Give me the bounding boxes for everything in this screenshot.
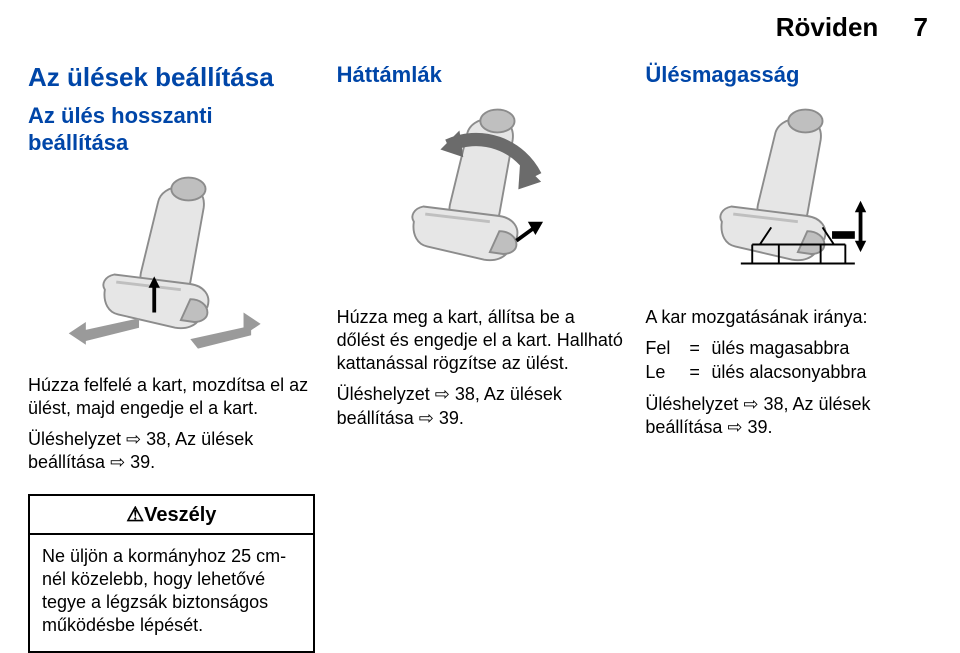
direction-eq: =	[689, 361, 711, 385]
crossref-backrest: Üléshelyzet ⇨ 38, Az ülések beállítása ⇨…	[337, 383, 624, 429]
body-text-backrest: Húzza meg a kart, állítsa be a dőlést és…	[337, 306, 624, 375]
direction-val: ülés magasabbra	[711, 337, 932, 361]
column-3: Ülésmagasság A kar mozgatásának iránya: …	[645, 62, 932, 641]
body-text-longitudinal: Húzza felfelé a kart, mozdítsa el az ülé…	[28, 374, 315, 420]
sub-heading-backrest: Háttámlák	[337, 62, 624, 88]
direction-row: Le=ülés alacsonyabbra	[645, 361, 932, 385]
seat-icon	[337, 102, 624, 292]
crossref-height: Üléshelyzet ⇨ 38, Az ülések beállítása ⇨…	[645, 393, 932, 439]
seat-icon	[28, 170, 315, 360]
ref-pre: Üléshelyzet	[645, 394, 743, 414]
direction-eq: =	[689, 337, 711, 361]
ref-arrow-icon: ⇨	[126, 429, 141, 449]
ref-p2: 39.	[743, 417, 773, 437]
direction-key: Le	[645, 361, 689, 385]
ref-arrow-icon: ⇨	[727, 417, 742, 437]
ref-arrow-icon: ⇨	[435, 384, 450, 404]
ref-pre: Üléshelyzet	[337, 384, 435, 404]
direction-list: Fel=ülés magasabbraLe=ülés alacsonyabbra	[645, 337, 932, 385]
warning-heading: ⚠Veszély	[30, 496, 313, 535]
ref-arrow-icon: ⇨	[419, 408, 434, 428]
ref-p2: 39.	[125, 452, 155, 472]
columns: Az ülések beállítása Az ülés hosszanti b…	[28, 62, 932, 641]
seat-icon	[645, 102, 932, 292]
column-1: Az ülések beállítása Az ülés hosszanti b…	[28, 62, 315, 641]
warning-body: Ne üljön a kormányhoz 25 cm-nél közelebb…	[30, 535, 313, 651]
figure-seat-backrest	[337, 102, 624, 292]
ref-arrow-icon: ⇨	[743, 394, 758, 414]
lead-height: A kar mozgatásának iránya:	[645, 306, 932, 329]
ref-pre: Üléshelyzet	[28, 429, 126, 449]
ref-arrow-icon: ⇨	[110, 452, 125, 472]
main-heading: Az ülések beállítása	[28, 62, 315, 93]
sub-heading-longitudinal: Az ülés hosszanti beállítása	[28, 103, 315, 156]
direction-row: Fel=ülés magasabbra	[645, 337, 932, 361]
direction-key: Fel	[645, 337, 689, 361]
running-title: Röviden	[776, 12, 879, 42]
running-header: Röviden 7	[776, 12, 928, 43]
sub-heading-height: Ülésmagasság	[645, 62, 932, 88]
crossref-longitudinal: Üléshelyzet ⇨ 38, Az ülések beállítása ⇨…	[28, 428, 315, 474]
figure-seat-height	[645, 102, 932, 292]
column-2: Háttámlák Húzza meg a kart, állítsa be a…	[337, 62, 624, 641]
page-number: 7	[914, 12, 928, 42]
ref-p2: 39.	[434, 408, 464, 428]
warning-box: ⚠Veszély Ne üljön a kormányhoz 25 cm-nél…	[28, 494, 315, 653]
direction-val: ülés alacsonyabbra	[711, 361, 932, 385]
figure-seat-longitudinal	[28, 170, 315, 360]
